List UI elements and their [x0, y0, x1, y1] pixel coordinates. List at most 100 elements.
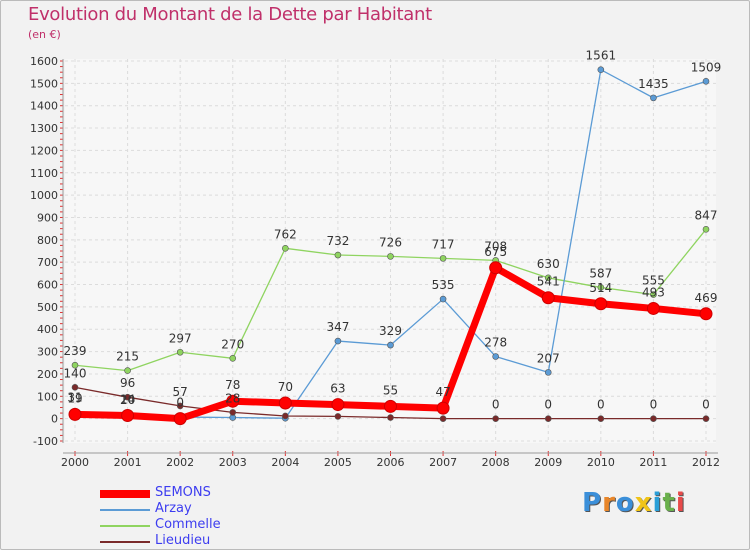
data-label-commelle: 555 [642, 274, 665, 288]
data-point-semons [331, 398, 345, 412]
data-point-lieudieu [71, 384, 79, 391]
data-label-arzay: 347 [326, 320, 349, 334]
data-point-commelle [282, 245, 289, 252]
x-tick-label: 2010 [587, 456, 615, 469]
data-label-commelle: 762 [274, 227, 297, 241]
y-tick-label: 800 [37, 234, 58, 247]
data-label-commelle: 717 [432, 237, 455, 251]
y-tick-label: 1000 [30, 189, 58, 202]
data-point-commelle [544, 274, 552, 282]
y-tick-label: 700 [37, 256, 58, 269]
data-point-lieudieu [492, 415, 499, 422]
data-label-semons: 493 [642, 285, 665, 299]
data-label-commelle: 215 [116, 350, 139, 364]
data-point-semons [699, 307, 713, 321]
legend-swatch-lieudieu [100, 541, 150, 543]
data-label-lieudieu: 0 [702, 398, 710, 412]
data-point-lieudieu [439, 415, 447, 422]
y-tick-label: 200 [37, 368, 58, 381]
data-point-commelle [650, 291, 657, 298]
axis-layer: -100010020030040050060070080090010001100… [30, 55, 720, 469]
data-label-arzay: 20 [120, 393, 135, 407]
data-label-semons: 469 [695, 291, 718, 305]
data-point-semons [541, 291, 555, 305]
x-tick-label: 2008 [482, 456, 510, 469]
data-label-commelle: 847 [695, 208, 718, 222]
data-point-arzay [387, 341, 394, 349]
data-point-lieudieu [229, 409, 237, 416]
legend-swatch-semons [100, 490, 150, 498]
data-point-commelle [597, 284, 605, 291]
logo-letter: i [652, 488, 663, 518]
x-tick-label: 2009 [534, 456, 562, 469]
x-tick-label: 2002 [166, 456, 194, 469]
data-label-lieudieu: 57 [173, 385, 188, 399]
data-point-semons [173, 412, 187, 426]
data-point-arzay [597, 66, 605, 74]
legend-label-lieudieu: Lieudieu [155, 533, 211, 548]
data-label-arzay: 1561 [586, 49, 617, 63]
y-tick-label: 1500 [30, 77, 58, 90]
x-tick-label: 2006 [377, 456, 405, 469]
data-point-lieudieu [544, 415, 552, 422]
data-label-lieudieu: 0 [597, 398, 605, 412]
data-point-commelle [334, 251, 342, 259]
logo-letter: x [634, 488, 653, 518]
data-point-semons [68, 407, 82, 421]
data-label-semons: 14 [120, 393, 135, 407]
data-point-semons [226, 394, 240, 408]
data-point-lieudieu [176, 402, 184, 410]
x-tick-label: 2001 [114, 456, 142, 469]
x-tick-label: 2007 [429, 456, 457, 469]
x-tick-label: 2005 [324, 456, 352, 469]
data-point-lieudieu [334, 413, 342, 420]
y-tick-label: 500 [37, 301, 58, 314]
y-tick-label: 1100 [30, 167, 58, 180]
data-point-lieudieu [124, 393, 131, 401]
x-tick-label: 2011 [639, 456, 667, 469]
data-label-commelle: 726 [379, 235, 402, 249]
legend-label-semons: SEMONS [155, 485, 211, 500]
x-tick-label: 2012 [692, 456, 720, 469]
data-label-arzay: 535 [432, 278, 455, 292]
data-label-commelle: 732 [326, 234, 349, 248]
data-label-lieudieu: 0 [650, 398, 658, 412]
data-label-commelle: 239 [64, 344, 87, 358]
data-label-arzay: 278 [484, 336, 507, 350]
data-point-lieudieu [597, 415, 605, 422]
y-tick-label: 100 [37, 390, 58, 403]
x-tick-label: 2004 [271, 456, 299, 469]
data-point-lieudieu [702, 415, 710, 422]
data-point-semons [121, 409, 135, 423]
legend-label-commelle: Commelle [155, 517, 221, 532]
y-tick-label: -100 [33, 435, 58, 448]
data-point-arzay [702, 78, 710, 85]
proxiti-logo: Proxiti [582, 488, 686, 518]
data-point-arzay [544, 369, 552, 376]
data-point-arzay [439, 295, 447, 303]
data-label-semons: 514 [589, 281, 612, 295]
data-label-semons: 19 [67, 391, 82, 405]
data-point-commelle [71, 361, 79, 369]
legend-swatch-commelle [100, 525, 150, 527]
data-label-arzay: 207 [537, 351, 560, 365]
data-label-lieudieu: 28 [225, 391, 240, 405]
y-tick-label: 1400 [30, 100, 58, 113]
logo-letter: r [602, 488, 616, 518]
data-label-semons: 78 [225, 378, 240, 392]
data-label-commelle: 708 [484, 239, 507, 253]
legend-label-arzay: Arzay [155, 501, 192, 516]
data-label-lieudieu: 0 [492, 398, 500, 412]
data-point-semons [436, 401, 450, 415]
logo-letter: t [662, 488, 676, 518]
chart-subtitle: (en €) [28, 28, 61, 41]
data-label-semons: 55 [383, 383, 398, 397]
data-label-commelle: 587 [589, 266, 612, 280]
data-point-commelle [387, 253, 394, 260]
data-label-commelle: 630 [537, 257, 560, 271]
logo-letter: i [675, 488, 686, 518]
data-label-arzay: 1509 [691, 60, 722, 74]
data-label-semons: 47 [435, 385, 450, 399]
y-tick-label: 300 [37, 346, 58, 359]
